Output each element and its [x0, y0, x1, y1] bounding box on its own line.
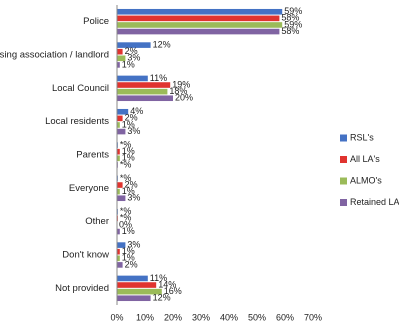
- bar: [117, 242, 126, 248]
- bar: [117, 155, 120, 162]
- x-tick-label: 30%: [192, 312, 210, 322]
- value-label: 1%: [122, 246, 135, 256]
- value-label: 11%: [150, 273, 167, 283]
- bar: [117, 228, 120, 235]
- bar: [117, 75, 148, 82]
- category-label: Housing association / landlord: [0, 50, 109, 61]
- category-label: Parents: [76, 150, 109, 161]
- bar: [117, 182, 123, 188]
- value-label: 1%: [122, 119, 135, 129]
- bar: [117, 288, 162, 295]
- bar: [117, 108, 129, 115]
- value-label: 2%: [125, 259, 138, 269]
- value-label: 59%: [284, 19, 302, 29]
- legend-label: Retained LA's: [350, 197, 399, 207]
- bar: [117, 128, 126, 135]
- bar: [117, 28, 280, 35]
- value-label: 14%: [158, 279, 176, 289]
- x-tick-label: 60%: [276, 312, 294, 322]
- category-label: Don't know: [62, 250, 109, 261]
- bar: [117, 55, 126, 62]
- bar: [117, 255, 120, 262]
- value-label: 58%: [281, 26, 299, 36]
- bar: [117, 195, 126, 202]
- bar: [117, 15, 280, 22]
- value-label: *%: [120, 213, 132, 223]
- x-tick-label: 50%: [248, 312, 266, 322]
- x-tick-label: 20%: [164, 312, 182, 322]
- legend-swatch: [340, 156, 347, 163]
- x-tick-label: 70%: [304, 312, 322, 322]
- category-label: Everyone: [69, 183, 109, 194]
- value-label: *%: [120, 139, 132, 149]
- category-label: Not provided: [55, 283, 109, 294]
- bar: [117, 275, 148, 282]
- bar: [117, 282, 157, 288]
- value-label: 58%: [281, 13, 299, 23]
- bar: [117, 82, 171, 88]
- value-label: 3%: [127, 193, 140, 203]
- value-label: 59%: [284, 6, 302, 16]
- bar: [117, 88, 168, 95]
- bar: [117, 295, 151, 302]
- value-label: 12%: [153, 293, 171, 303]
- value-label: 3%: [127, 126, 140, 136]
- category-label: Police: [83, 16, 109, 27]
- bar: [117, 8, 283, 15]
- x-tick-label: 40%: [220, 312, 238, 322]
- bar: [117, 188, 120, 195]
- legend-label: ALMO's: [350, 175, 382, 185]
- x-tick-label: 0%: [110, 312, 123, 322]
- category-label: Local Council: [52, 83, 109, 94]
- legend-label: All LA's: [350, 154, 380, 164]
- value-label: 19%: [172, 79, 190, 89]
- value-label: 2%: [125, 113, 138, 123]
- value-label: 12%: [153, 39, 171, 49]
- value-label: 1%: [122, 186, 135, 196]
- bar: [117, 115, 123, 122]
- bar: [117, 95, 173, 102]
- value-label: 16%: [164, 286, 182, 296]
- value-label: *%: [120, 206, 132, 216]
- bar: [117, 42, 151, 48]
- value-label: 18%: [169, 86, 187, 96]
- value-label: 20%: [175, 93, 193, 103]
- value-label: 1%: [122, 59, 135, 69]
- value-label: 0%: [119, 219, 132, 229]
- bar: [117, 148, 120, 155]
- category-label: Local residents: [45, 116, 109, 127]
- value-label: 1%: [122, 153, 135, 163]
- bar: [117, 248, 120, 255]
- value-label: 1%: [122, 226, 135, 236]
- value-label: 1%: [122, 253, 135, 263]
- bar: [117, 48, 123, 55]
- bar: [117, 22, 283, 28]
- legend-label: RSL's: [350, 132, 374, 142]
- bar: [117, 262, 123, 268]
- bar: [117, 62, 120, 68]
- value-label: *%: [120, 159, 132, 169]
- bar: [117, 122, 120, 128]
- value-label: 4%: [130, 106, 143, 116]
- legend-swatch: [340, 177, 347, 185]
- category-label: Other: [85, 216, 109, 227]
- value-label: 11%: [150, 73, 167, 83]
- value-label: 2%: [125, 179, 138, 189]
- legend-swatch: [340, 199, 347, 206]
- value-label: 3%: [127, 53, 140, 63]
- value-label: 1%: [122, 146, 135, 156]
- value-label: 2%: [125, 46, 138, 56]
- x-tick-label: 10%: [136, 312, 154, 322]
- value-label: 3%: [127, 239, 140, 249]
- value-label: *%: [120, 173, 132, 183]
- legend-swatch: [340, 134, 347, 142]
